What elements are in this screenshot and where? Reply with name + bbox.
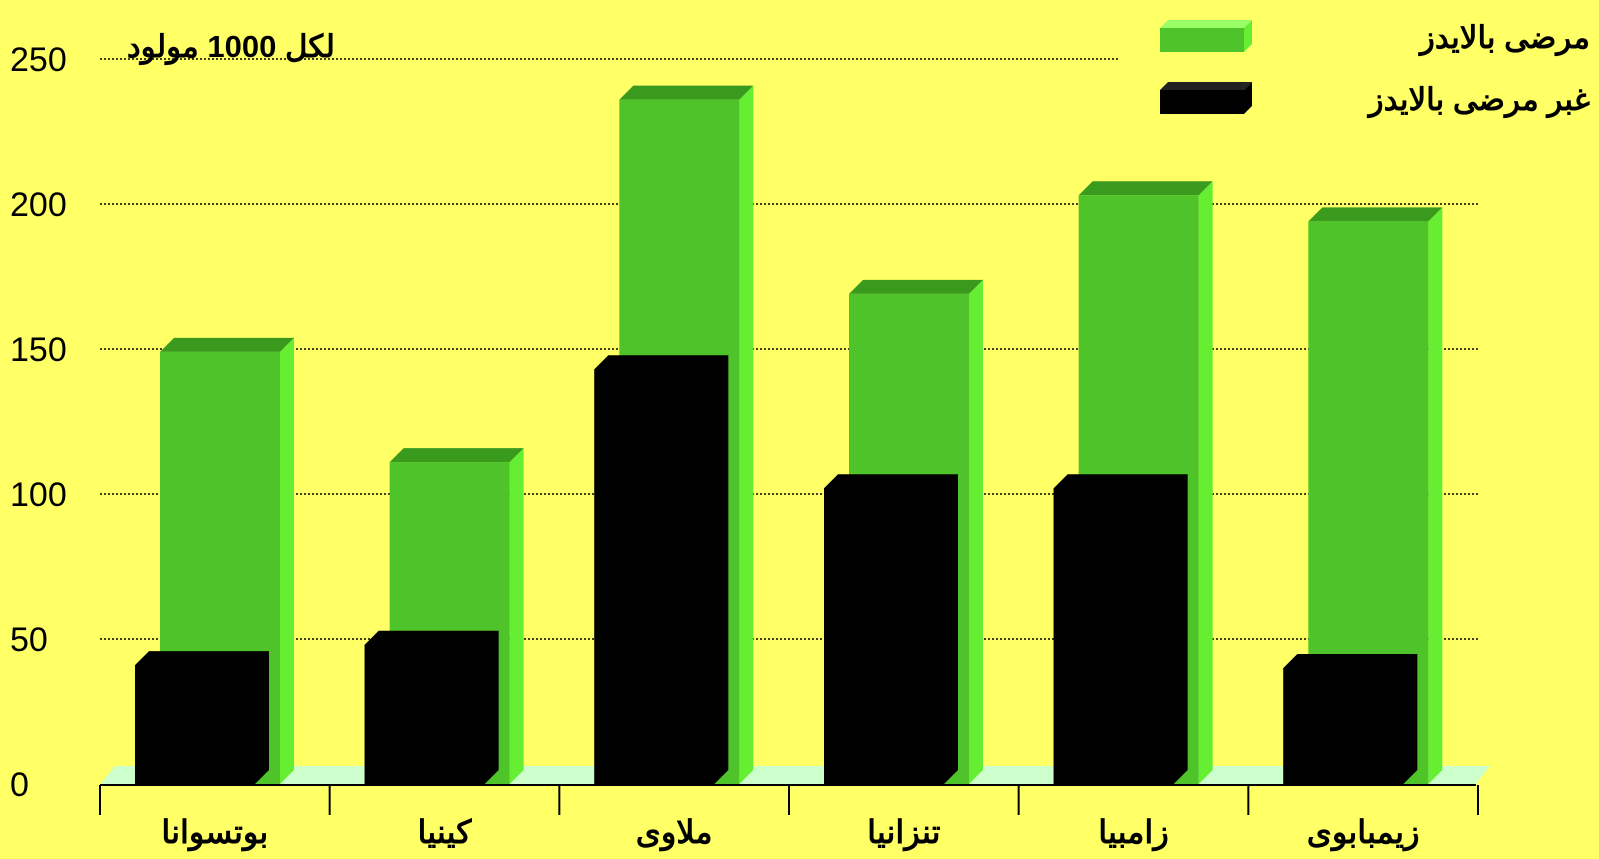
legend-swatch-top <box>1160 20 1252 28</box>
bar-green-top <box>389 448 524 463</box>
bar-green-top <box>1308 207 1443 222</box>
bar-green-top <box>160 337 294 352</box>
bar-green-top <box>1078 181 1213 196</box>
unit-label: لكل 1000 مولود <box>127 29 335 66</box>
bar-green-side <box>969 279 983 784</box>
x-tick-label: ملاوى <box>636 814 713 852</box>
bar-black <box>594 369 715 784</box>
y-tick-label: 100 <box>10 476 67 514</box>
y-tick-label: 0 <box>10 766 29 804</box>
y-tick-label: 150 <box>10 331 67 369</box>
bar-green-top <box>619 85 754 100</box>
bar-green-side <box>1428 207 1443 784</box>
legend-swatch <box>1160 28 1244 52</box>
bar-black <box>1283 668 1404 784</box>
x-tick-label: كينيا <box>418 814 473 850</box>
bar-green-side <box>280 337 294 784</box>
bar-green-side <box>1198 181 1213 785</box>
x-tick-label: زيمبابوى <box>1307 814 1420 852</box>
bar-black <box>135 665 255 784</box>
legend-swatch-top <box>1160 82 1252 90</box>
y-tick-label: 50 <box>10 621 48 659</box>
x-tick-label: بوتسوانا <box>161 814 268 852</box>
x-tick-label: تنزانيا <box>867 814 941 852</box>
y-tick-label: 250 <box>10 41 67 79</box>
legend-swatch <box>1160 90 1244 114</box>
legend-swatch-side <box>1244 82 1252 114</box>
legend-label: غبر مرضى بالايدز <box>1367 82 1590 119</box>
y-tick-label: 200 <box>10 186 67 224</box>
x-tick-label: زامبيا <box>1098 814 1169 852</box>
legend-swatch-side <box>1244 20 1252 52</box>
bar-green-side <box>739 85 754 785</box>
bar-black <box>824 488 944 784</box>
bar-green-side <box>509 448 524 784</box>
bar-black <box>364 644 485 784</box>
chart-floor <box>100 766 1490 785</box>
legend-label: مرضى بالايدز <box>1418 20 1590 57</box>
bar-black <box>1053 488 1174 784</box>
bar-green-top <box>849 279 983 294</box>
